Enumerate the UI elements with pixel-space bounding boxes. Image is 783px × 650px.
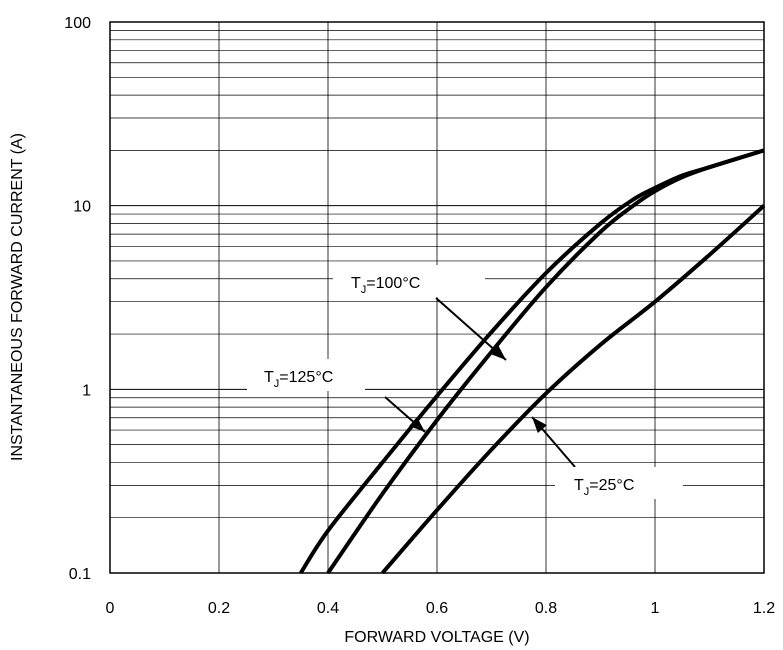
arrow-100c-head [490, 344, 506, 360]
annotation-box-100c [333, 265, 485, 297]
x-tick-labels: 0 0.2 0.4 0.6 0.8 1 1.2 [106, 600, 776, 617]
annotation-label-125c: TJ=125°C [264, 369, 333, 390]
annotation-arrows [384, 297, 576, 468]
x-tick-label: 1.2 [753, 600, 775, 617]
series-line-tj-100-c [326, 148, 765, 575]
annotation-label-100c: TJ=100°C [351, 275, 420, 296]
x-tick-label: 0.2 [208, 600, 230, 617]
y-tick-labels: 0.1 1 10 100 [64, 15, 91, 583]
annotation-label-25c: TJ=25°C [574, 477, 634, 498]
plot-frame [109, 21, 765, 574]
y-tick-label: 0.1 [69, 566, 91, 583]
y-tick-label: 10 [73, 199, 91, 216]
x-tick-label: 0.6 [426, 600, 448, 617]
x-tick-label: 1 [651, 600, 660, 617]
arrow-125c-head [409, 417, 425, 432]
annotation-box-25c [555, 467, 683, 499]
x-tick-label: 0.4 [317, 600, 339, 617]
y-axis-title: INSTANTANEOUS FORWARD CURRENT (A) [9, 133, 26, 461]
y-tick-label: 100 [64, 15, 91, 32]
x-axis-title: FORWARD VOLTAGE (V) [344, 629, 529, 646]
series-lines [299, 148, 766, 575]
x-tick-label: 0.8 [535, 600, 557, 617]
annotation-box-125c [247, 359, 365, 391]
y-tick-label: 1 [82, 382, 91, 399]
series-line-tj-25-c [380, 204, 766, 575]
x-tick-label: 0 [106, 600, 115, 617]
arrow-25c-head [532, 417, 547, 433]
